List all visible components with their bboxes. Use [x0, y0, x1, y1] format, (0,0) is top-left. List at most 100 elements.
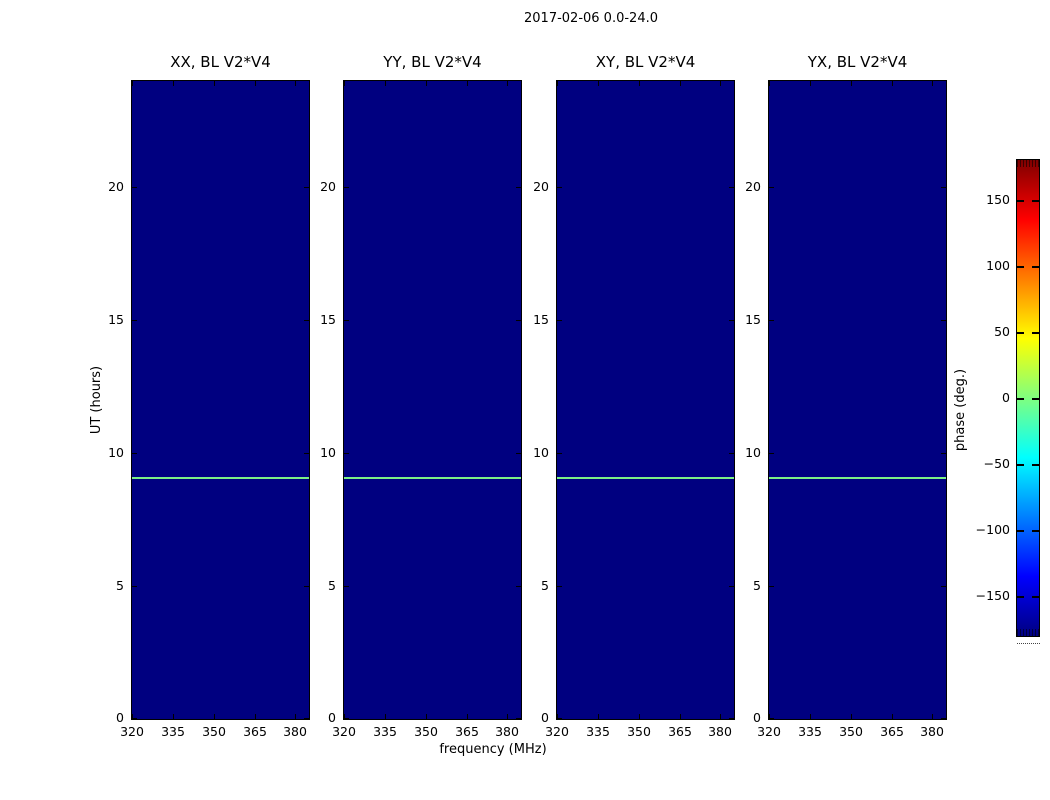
y-tick	[344, 320, 349, 321]
y-tick	[557, 187, 562, 188]
y-tick	[941, 453, 946, 454]
x-tick-label: 320	[545, 724, 569, 739]
x-tick-label: 335	[586, 724, 610, 739]
colorbar-tick-label: 100	[986, 258, 1010, 273]
x-tick-label: 350	[202, 724, 226, 739]
x-tick	[932, 81, 933, 86]
colorbar-tick	[1017, 200, 1024, 202]
y-tick-label: 5	[328, 578, 336, 593]
x-tick	[385, 81, 386, 86]
heatmap-plot-area	[343, 80, 522, 720]
x-tick	[132, 714, 133, 719]
colorbar-underflow-dots	[1017, 643, 1040, 644]
y-tick-label: 0	[328, 710, 336, 725]
x-tick	[255, 714, 256, 719]
y-tick	[729, 187, 734, 188]
x-tick-label: 380	[920, 724, 944, 739]
y-tick	[941, 718, 946, 719]
x-tick	[810, 714, 811, 719]
y-tick-label: 15	[108, 312, 124, 327]
figure-title: 2017-02-06 0.0-24.0	[524, 11, 658, 26]
y-tick-label: 5	[541, 578, 549, 593]
x-tick	[598, 81, 599, 86]
x-tick	[214, 81, 215, 86]
x-tick-label: 335	[798, 724, 822, 739]
y-tick-label: 15	[533, 312, 549, 327]
y-tick	[132, 320, 137, 321]
colorbar-tick	[1017, 266, 1024, 268]
y-tick	[344, 187, 349, 188]
y-tick	[729, 718, 734, 719]
x-tick	[295, 714, 296, 719]
y-tick-label: 20	[108, 179, 124, 194]
colorbar-underflow-hatch	[1017, 629, 1039, 636]
y-tick	[516, 586, 521, 587]
subplot-title: XY, BL V2*V4	[595, 53, 696, 71]
colorbar-tick-label: −100	[975, 522, 1010, 537]
x-tick-label: 320	[332, 724, 356, 739]
subplot-title: XX, BL V2*V4	[170, 53, 271, 71]
x-tick-label: 380	[495, 724, 519, 739]
x-tick	[769, 81, 770, 86]
y-tick	[941, 187, 946, 188]
y-tick	[132, 586, 137, 587]
y-tick	[941, 320, 946, 321]
y-tick	[304, 453, 309, 454]
colorbar-tick	[1032, 464, 1039, 466]
x-tick	[507, 81, 508, 86]
x-tick-label: 365	[668, 724, 692, 739]
phase-zero-line	[132, 477, 309, 479]
x-tick	[557, 81, 558, 86]
x-tick	[892, 81, 893, 86]
x-tick	[385, 714, 386, 719]
y-tick-label: 5	[753, 578, 761, 593]
x-tick	[932, 714, 933, 719]
x-tick	[598, 714, 599, 719]
colorbar-tick-label: 150	[986, 192, 1010, 207]
y-tick	[132, 718, 137, 719]
x-tick	[214, 714, 215, 719]
x-tick	[892, 714, 893, 719]
x-tick	[639, 714, 640, 719]
y-tick	[557, 453, 562, 454]
x-tick	[720, 714, 721, 719]
x-tick	[255, 81, 256, 86]
y-tick	[729, 586, 734, 587]
y-tick	[344, 586, 349, 587]
y-tick	[769, 586, 774, 587]
x-tick-label: 350	[414, 724, 438, 739]
y-axis-label: UT (hours)	[89, 365, 104, 435]
x-tick	[769, 714, 770, 719]
x-tick-label: 335	[161, 724, 185, 739]
colorbar-tick	[1017, 530, 1024, 532]
phase-zero-line	[557, 477, 734, 479]
colorbar	[1016, 159, 1040, 637]
subplot-xx: XX, BL V2*V4 320 335 350 365 380 0 5 10 15 20	[108, 0, 310, 780]
subplot-yx: YX, BL V2*V4 320 335 350 365 380 0 5 10 15 20	[745, 0, 947, 780]
x-tick-label: 335	[373, 724, 397, 739]
subplot-yy: YY, BL V2*V4 320 335 350 365 380 0 5 10 15 20	[320, 0, 522, 780]
y-tick	[132, 453, 137, 454]
x-tick	[639, 81, 640, 86]
y-tick-label: 0	[541, 710, 549, 725]
y-tick-label: 0	[116, 710, 124, 725]
x-tick	[426, 81, 427, 86]
colorbar-tick-label: 50	[994, 324, 1010, 339]
x-tick	[344, 714, 345, 719]
y-tick-label: 15	[745, 312, 761, 327]
y-tick-label: 20	[745, 179, 761, 194]
y-tick	[516, 187, 521, 188]
y-tick	[941, 586, 946, 587]
colorbar-tick-label: −50	[983, 456, 1010, 471]
x-tick	[344, 81, 345, 86]
y-tick	[516, 718, 521, 719]
x-tick	[467, 81, 468, 86]
y-tick	[729, 453, 734, 454]
subplot-xy: XY, BL V2*V4 320 335 350 365 380 0 5 10 15 20	[533, 0, 735, 780]
colorbar-label: phase (deg.)	[953, 368, 968, 452]
colorbar-tick	[1032, 332, 1039, 334]
y-tick-label: 5	[116, 578, 124, 593]
y-tick	[344, 453, 349, 454]
x-tick-label: 320	[757, 724, 781, 739]
